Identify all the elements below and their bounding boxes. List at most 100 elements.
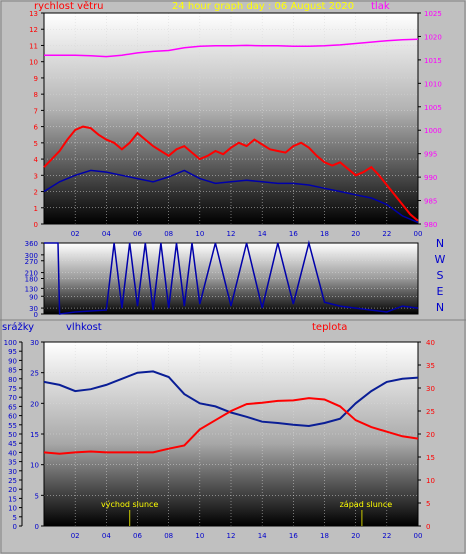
humidity-tick-label: 0 bbox=[35, 523, 39, 531]
temperature-tick-label: 25 bbox=[426, 408, 435, 416]
series-line-wind-speed bbox=[43, 125, 419, 222]
wind-speed-tick-label: 7 bbox=[34, 107, 38, 115]
wind-speed-tick-label: 9 bbox=[34, 75, 38, 83]
rain-tick-label: 5 bbox=[13, 514, 17, 522]
rain-tick-label: 75 bbox=[8, 385, 17, 393]
pressure-tick-label: 1020 bbox=[424, 33, 442, 41]
temperature-tick-label: 40 bbox=[426, 339, 435, 347]
humidity-time-tick-label: 10 bbox=[195, 532, 204, 540]
temperature-tick-label: 30 bbox=[426, 385, 435, 393]
humidity-time-tick-label: 02 bbox=[71, 532, 80, 540]
humidity-temp-series bbox=[43, 370, 419, 455]
wind-time-tick-label: 06 bbox=[133, 230, 142, 238]
pressure-tick-label: 1000 bbox=[424, 127, 442, 135]
humidity-tick-label: 25 bbox=[30, 370, 39, 378]
series-line-temperature bbox=[43, 397, 419, 455]
rain-tick-label: 95 bbox=[8, 348, 17, 356]
rain-tick-label: 85 bbox=[8, 367, 17, 375]
compass-letter: E bbox=[437, 285, 444, 298]
humidity-time-tick-label: 00 bbox=[414, 532, 423, 540]
pressure-tick-label: 1015 bbox=[424, 57, 442, 65]
series-line-humidity bbox=[43, 370, 419, 428]
humidity-time-tick-label: 04 bbox=[102, 532, 111, 540]
wind-time-tick-label: 10 bbox=[195, 230, 204, 238]
wind-speed-tick-label: 4 bbox=[34, 156, 39, 164]
direction-series bbox=[44, 240, 419, 315]
series-line-wind-average bbox=[43, 169, 419, 224]
rain-label: srážky bbox=[2, 321, 34, 333]
rain-tick-label: 35 bbox=[8, 459, 17, 467]
direction-tick-label: 210 bbox=[25, 270, 38, 278]
rain-tick-label: 30 bbox=[8, 468, 17, 476]
rain-tick-label: 0 bbox=[13, 523, 17, 531]
wind-speed-label: rychlost větru bbox=[34, 0, 104, 12]
temperature-tick-label: 35 bbox=[426, 362, 435, 370]
rain-tick-label: 60 bbox=[8, 413, 17, 421]
compass-letter: N bbox=[436, 301, 444, 314]
direction-tick-label: 270 bbox=[25, 258, 38, 266]
rain-tick-label: 50 bbox=[8, 431, 17, 439]
wind-time-tick-label: 18 bbox=[320, 230, 329, 238]
temperature-axis: 0 5 10 15 20 25 30 35 40 bbox=[426, 339, 435, 531]
direction-plot-grid bbox=[41, 242, 419, 315]
series-line-wind-direction bbox=[44, 240, 419, 315]
sunset-label: západ slunce bbox=[340, 500, 393, 509]
humidity-label: vlhkost bbox=[66, 322, 102, 333]
wind-time-tick-label: 14 bbox=[258, 230, 267, 238]
wind-time-tick-label: 02 bbox=[71, 230, 80, 238]
wind-time-tick-label: 22 bbox=[382, 230, 391, 238]
humidity-time-tick-label: 16 bbox=[289, 532, 298, 540]
direction-tick-label: 360 bbox=[25, 240, 38, 248]
humidity-tick-label: 20 bbox=[30, 400, 39, 408]
humidity-time-tick-label: 18 bbox=[320, 532, 329, 540]
wind-time-tick-label: 04 bbox=[102, 230, 111, 238]
sunrise-label: východ slunce bbox=[101, 500, 158, 509]
wind-speed-tick-label: 1 bbox=[34, 205, 38, 213]
wind-plot-grid bbox=[41, 12, 421, 225]
temperature-tick-label: 0 bbox=[426, 523, 430, 531]
wind-speed-tick-label: 2 bbox=[34, 189, 38, 197]
pressure-axis: 980 985 990 995 1000 1005 1010 1015 1020 1025 bbox=[424, 10, 442, 229]
direction-tick-label: 130 bbox=[25, 285, 38, 293]
series-line-pressure bbox=[44, 38, 419, 58]
pressure-tick-label: 1010 bbox=[424, 80, 442, 88]
temperature-tick-label: 20 bbox=[426, 431, 435, 439]
humidity-axis: 0 5 10 15 20 25 30 bbox=[30, 339, 39, 531]
wind-time-tick-label: 16 bbox=[289, 230, 298, 238]
compass-letter: N bbox=[436, 237, 444, 250]
humidity-tick-label: 15 bbox=[30, 431, 39, 439]
direction-tick-label: 180 bbox=[25, 276, 38, 284]
chart-title: 24 hour graph day : 06 August 2020 bbox=[172, 1, 354, 12]
humidity-time-tick-label: 08 bbox=[164, 532, 173, 540]
rain-tick-label: 80 bbox=[8, 376, 17, 384]
temperature-tick-label: 5 bbox=[426, 500, 430, 508]
wind-speed-tick-label: 13 bbox=[29, 10, 38, 18]
rain-tick-label: 40 bbox=[8, 449, 17, 457]
humidity-tick-label: 30 bbox=[30, 339, 39, 347]
humidity-time-axis: 02 04 06 08 10 12 14 16 18 20 22 00 bbox=[71, 532, 423, 540]
temperature-tick-label: 10 bbox=[426, 477, 435, 485]
wind-speed-tick-label: 6 bbox=[34, 124, 39, 132]
pressure-label: tlak bbox=[371, 1, 390, 12]
rain-tick-label: 55 bbox=[8, 422, 17, 430]
wind-plot-frame bbox=[43, 12, 419, 225]
wind-series bbox=[43, 38, 419, 224]
rain-tick-label: 15 bbox=[8, 495, 17, 503]
wind-time-tick-label: 12 bbox=[227, 230, 236, 238]
humidity-tick-label: 10 bbox=[30, 462, 39, 470]
wind-speed-tick-label: 5 bbox=[34, 140, 38, 148]
wind-speed-tick-label: 3 bbox=[34, 172, 38, 180]
humidity-time-tick-label: 12 bbox=[227, 532, 236, 540]
humidity-time-tick-label: 20 bbox=[351, 532, 360, 540]
wind-speed-tick-label: 11 bbox=[29, 42, 38, 50]
rain-tick-label: 70 bbox=[8, 394, 17, 402]
direction-tick-label: 90 bbox=[29, 293, 38, 301]
wind-time-axis: 02 04 06 08 10 12 14 16 18 20 22 00 bbox=[71, 230, 423, 238]
direction-plot-frame bbox=[43, 242, 419, 315]
